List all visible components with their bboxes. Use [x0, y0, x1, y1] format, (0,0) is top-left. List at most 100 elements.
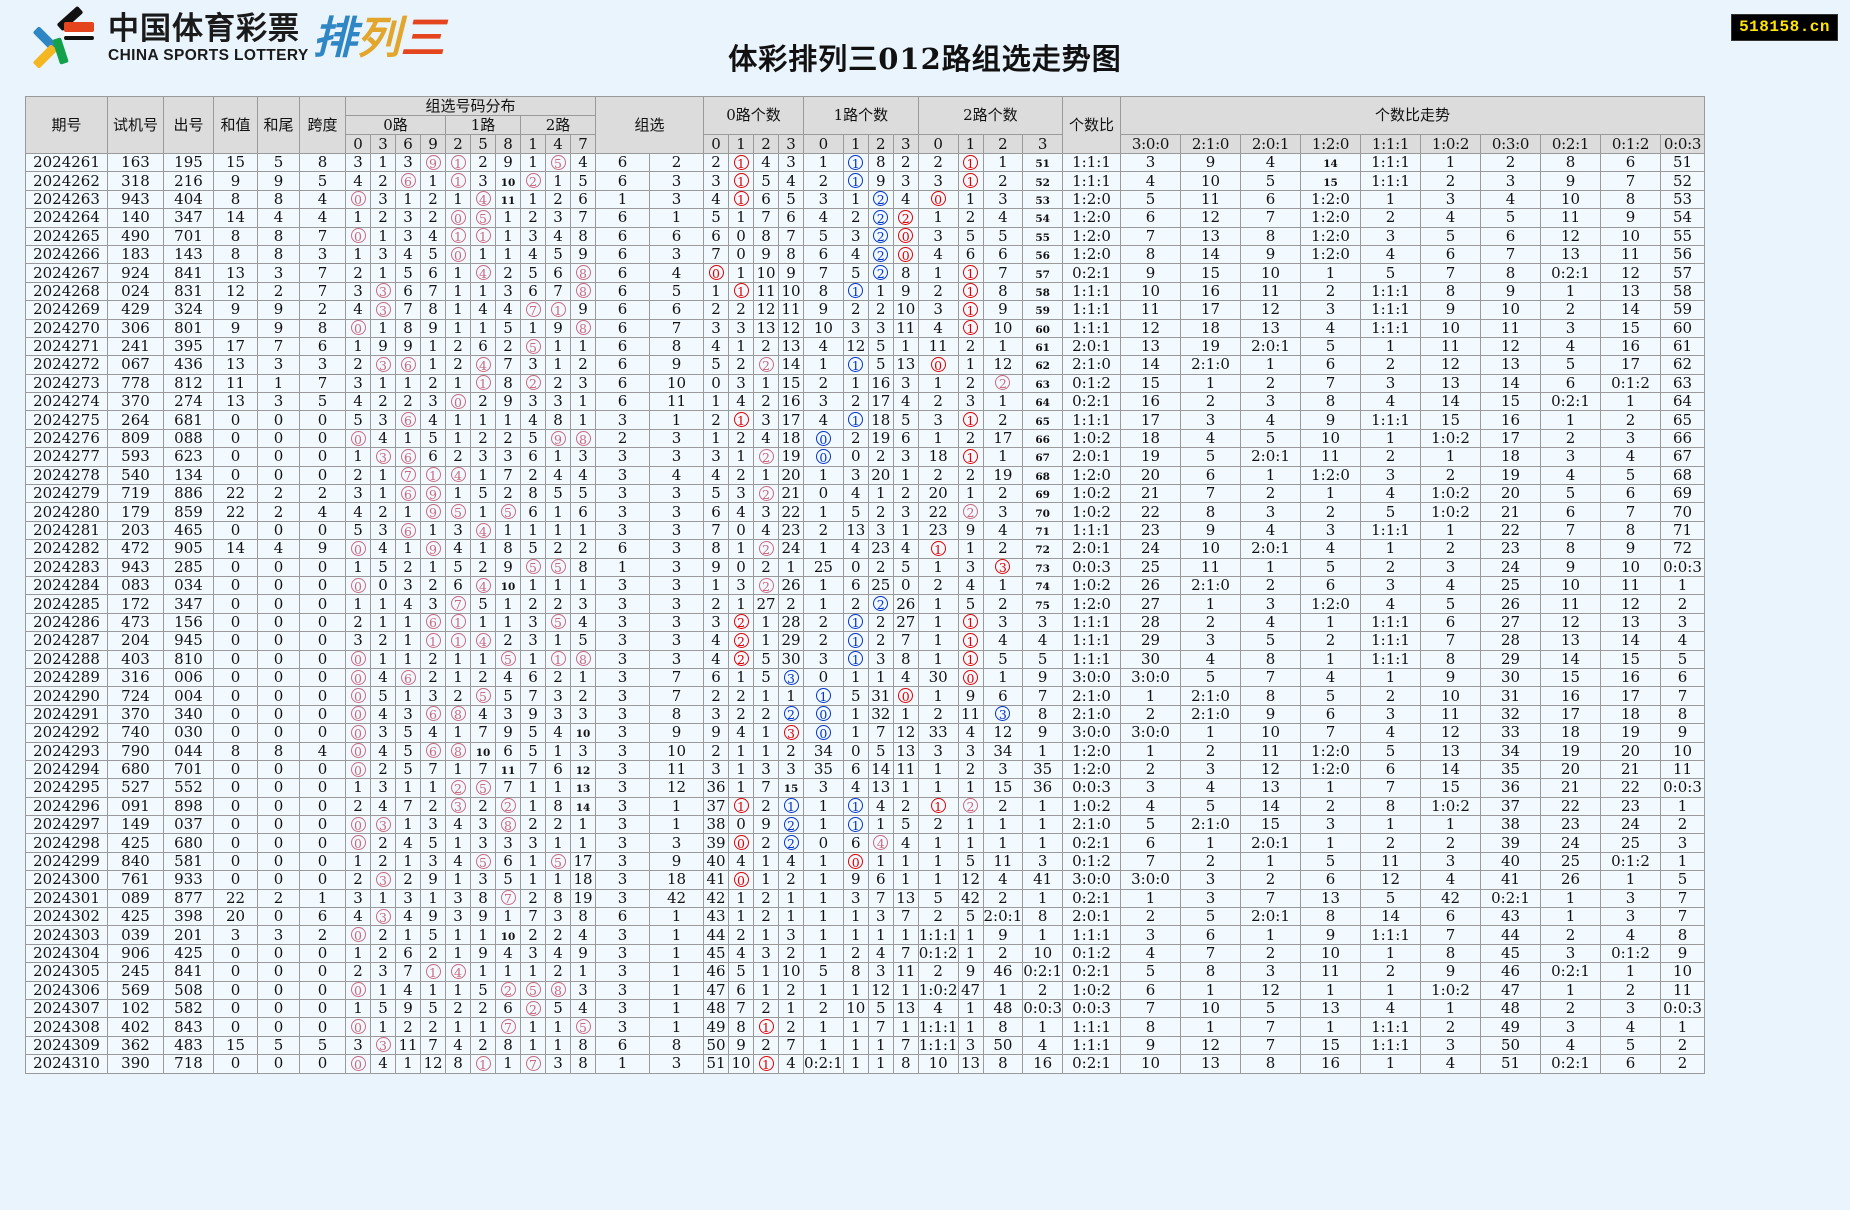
- cell-lu1-count-1: 4: [842, 484, 869, 504]
- table-row[interactable]: 2024281 203 465 0 0 0 5 3 6 1 3 4 1 1 1 1 3 3 7 0 4 23 2 13 3 1 23…: [25, 520, 1705, 541]
- table-row[interactable]: 2024284 083 034 0 0 0 0 0 3 2 6 4 10 1 1 1 3 3 1 3 2 26 1 6 25 0 2…: [25, 575, 1705, 596]
- cell-trend-2: 13: [1240, 778, 1301, 798]
- table-row[interactable]: 2024291 370 340 0 0 0 0 4 3 6 8 4 3 9 3 3 3 8 3 2 2 2 0 1 32 1 2 11…: [25, 704, 1705, 725]
- cell-trend-3: 4: [1300, 667, 1361, 688]
- cell-trend-4: 4: [1360, 392, 1421, 412]
- table-row[interactable]: 2024289 316 006 0 0 0 0 4 6 2 1 2 4 6 2 1 3 7 6 1 5 3 0 1 1 4 30 0 1…: [25, 667, 1705, 688]
- circled-digit: 3: [375, 816, 391, 833]
- table-row[interactable]: 2024283 943 285 0 0 0 1 5 2 1 5 2 9 5 5 8 1 3 9 0 2 1 25 0 2 5 1 3 3…: [25, 557, 1705, 577]
- cell-dist-1: 2: [370, 925, 396, 945]
- table-row[interactable]: 2024290 724 004 0 0 0 0 5 1 3 2 5 5 7 3 2 3 7 2 2 1 1 1 5 31 0 1 9 6…: [25, 686, 1705, 706]
- cell-dist-3: 8: [420, 300, 446, 320]
- table-row[interactable]: 2024295 527 552 0 0 0 1 3 1 1 2 5 7 1 1 13 3 12 36 1 7 15 3 4 13…: [25, 778, 1705, 798]
- table-row[interactable]: 2024296 091 898 0 0 0 2 4 7 2 3 2 2 1 8 14 3 1 37 1 2 1 1 1 4 2 1 2…: [25, 796, 1705, 817]
- cell-qihao: 2024303: [25, 925, 108, 945]
- cell-trend-8: 12: [1600, 594, 1661, 614]
- small-value: 14: [575, 801, 591, 814]
- circled-digit: 1: [733, 173, 749, 189]
- cell-lu0-count-3: 3: [778, 723, 804, 743]
- cell-trend-7: 14: [1540, 649, 1601, 669]
- table-row[interactable]: 2024270 306 801 9 9 8 0 1 8 9 1 1 5 1 9 8 6 7 3 3 13 12 10 3 3 11…: [25, 318, 1705, 338]
- table-row[interactable]: 2024306 569 508 0 0 0 0 1 4 1 1 5 2 5 8 3 3 1 47 6 1 2 1 1 12 1 1:…: [25, 980, 1705, 1000]
- cell-lu0-count-0: 38: [703, 815, 729, 835]
- cell-hewei: 8: [257, 741, 300, 761]
- table-row[interactable]: 2024276 809 088 0 0 0 0 4 1 5 1 2 2 5 9 8 2 3 1 2 4 18 0 2 19 6 1 2…: [25, 428, 1705, 449]
- cell-trend-5: 2: [1420, 1017, 1481, 1037]
- table-row[interactable]: 2024305 245 841 0 0 0 2 3 7 1 4 1 1 1 2 1 3 1 46 5 1 10 5 8 3 11 2…: [25, 962, 1705, 982]
- table-row[interactable]: 2024272 067 436 13 3 3 2 3 6 1 2 4 7 3 1 2 6 9 5 2 2 14 1 1 5 13 0…: [25, 355, 1705, 375]
- table-row[interactable]: 2024277 593 623 0 0 0 1 3 6 6 2 3 3 6 1 3 3 3 3 1 2 19 0 0 2 3 18 1…: [25, 447, 1705, 467]
- table-row[interactable]: 2024271 241 395 17 7 6 1 9 9 1 2 6 2 5 1 1 6 8 4 1 2 13 4 12 5 1 1…: [25, 336, 1705, 357]
- table-row[interactable]: 2024309 362 483 15 5 5 3 3 11 7 4 2 8 1 1 8 6 8 50 9 2 7 1 1 1 7 1…: [25, 1035, 1705, 1056]
- table-row[interactable]: 2024308 402 843 0 0 0 0 1 2 2 1 1 7 1 1 5 3 1 49 8 1 2 1 1 7 1 1:1…: [25, 1017, 1705, 1037]
- cell-hewei: 4: [257, 539, 300, 559]
- cell-hezhi: 0: [213, 851, 258, 872]
- cell-geshubi: 3:0:0: [1062, 870, 1121, 890]
- table-row[interactable]: 2024268 024 831 12 2 7 3 3 6 7 1 1 3 6 7 8 6 5 1 1 11 10 8 1 1 9 2…: [25, 281, 1705, 302]
- table-row[interactable]: 2024274 370 274 13 3 5 4 2 2 3 0 2 9 3 3 1 6 11 1 4 2 16 3 2 17 4…: [25, 392, 1705, 412]
- table-row[interactable]: 2024262 318 216 9 9 5 4 2 6 1 1 3 10 2 1 5 6 3 3 1 5 4 2 1 9 3 3 1 2…: [25, 171, 1705, 191]
- cell-shijihao: 473: [107, 612, 164, 633]
- circled-digit: 4: [475, 265, 491, 281]
- table-row[interactable]: 2024269 429 324 9 9 2 4 3 7 8 1 4 4 7 1 9 6 6 2 2 12 11 9 2 2 10 3…: [25, 300, 1705, 320]
- table-row[interactable]: 2024299 840 581 0 0 0 1 2 1 3 4 5 6 1 5 17 3 9 40 4 1 4 1 0 1 1 1 5…: [25, 851, 1705, 872]
- table-row[interactable]: 2024278 540 134 0 0 0 2 1 7 1 4 1 7 2 4 4 3 4 4 2 1 20 1 3 20 1 2 2…: [25, 465, 1705, 486]
- cell-lu0-count-3: 22: [778, 502, 804, 522]
- cell-lu0-count-0: 6: [703, 502, 729, 522]
- table-row[interactable]: 2024303 039 201 3 3 2 0 2 1 5 1 1 10 2 2 4 3 1 44 2 1 3 1 1 1 1 1:…: [25, 925, 1705, 945]
- table-row[interactable]: 2024263 943 404 8 8 4 0 3 1 2 1 4 11 1 2 6 1 3 4 1 6 5 3 1 2 4 0 1 3…: [25, 189, 1705, 210]
- table-row[interactable]: 2024267 924 841 13 3 7 2 1 5 6 1 4 2 5 6 8 6 4 0 1 10 9 7 5 2 8 1 1…: [25, 263, 1705, 283]
- table-row[interactable]: 2024294 680 701 0 0 0 0 2 5 7 1 7 11 7 6 12 3 11 3 1 3 3 35 6 14…: [25, 759, 1705, 780]
- cell-dist-6: 9: [495, 557, 521, 577]
- cell-trend-8: 2: [1600, 980, 1661, 1000]
- table-row[interactable]: 2024287 204 945 0 0 0 3 2 1 1 1 4 2 3 1 5 3 3 4 2 1 29 2 1 2 7 1 1 4…: [25, 631, 1705, 651]
- table-row[interactable]: 2024300 761 933 0 0 0 2 3 2 9 1 3 5 1 1 18 3 18 41 0 1 2 1 9 6 1 1…: [25, 870, 1705, 890]
- table-row[interactable]: 2024293 790 044 8 8 4 0 4 5 6 8 10 6 5 1 3 3 10 2 1 1 2 34 0 5 13…: [25, 741, 1705, 761]
- table-row[interactable]: 2024279 719 886 22 2 2 3 1 6 9 1 5 2 8 5 5 3 3 5 3 2 21 0 4 1 2 20…: [25, 484, 1705, 504]
- cell-hezhi: 0: [213, 1017, 258, 1037]
- cell-lu0-count-3: 4: [778, 171, 804, 191]
- table-row[interactable]: 2024288 403 810 0 0 0 0 1 1 2 1 1 5 1 1 8 3 3 4 2 5 30 3 1 3 8 1 1 5…: [25, 649, 1705, 669]
- table-row[interactable]: 2024273 778 812 11 1 7 3 1 1 2 1 1 8 2 2 3 6 10 0 3 1 15 2 1 16 3…: [25, 373, 1705, 394]
- cell-dist-9: 3: [570, 704, 596, 725]
- cell-lu1-count-3: 4: [892, 539, 919, 559]
- table-row[interactable]: 2024286 473 156 0 0 0 2 1 1 6 1 1 1 3 5 4 3 3 3 2 1 28 2 1 2 27 1 1…: [25, 612, 1705, 633]
- cell-hezhi: 0: [213, 759, 258, 780]
- table-row[interactable]: 2024261 163 195 15 5 8 3 1 3 9 1 2 9 1 5 4 6 2 2 1 4 3 1 1 8 2 2 1 1…: [25, 152, 1705, 173]
- table-row[interactable]: 2024266 183 143 8 8 3 1 3 4 5 0 1 1 4 5 9 6 3 7 0 9 8 6 4 2 0 4 6 6 5…: [25, 244, 1705, 265]
- cell-lu0-count-1: 5: [728, 962, 754, 982]
- cell-lu1-count-2: 2: [867, 189, 894, 210]
- table-row[interactable]: 2024275 264 681 0 0 0 5 3 6 4 1 1 1 4 8 1 3 1 2 1 3 17 4 1 18 5 3 1…: [25, 410, 1705, 430]
- table-row[interactable]: 2024282 472 905 14 4 9 0 4 1 9 4 1 8 5 2 2 6 3 8 1 2 24 1 4 23 4 1…: [25, 539, 1705, 559]
- table-row[interactable]: 2024310 390 718 0 0 0 0 4 1 12 8 1 1 7 3 8 1 3 51 10 1 4 0:2:1…: [25, 1054, 1705, 1074]
- cell-trend-8: 1: [1600, 962, 1661, 982]
- cell-trend-5: 1: [1420, 447, 1481, 467]
- table-row[interactable]: 2024292 740 030 0 0 0 0 3 5 4 1 7 9 5 4 10 3 9 9 4 1 3 0 1 7 12 33…: [25, 723, 1705, 743]
- cell-geshubi: 1:2:0: [1062, 244, 1121, 265]
- table-row[interactable]: 2024298 425 680 0 0 0 0 2 4 5 1 3 3 3 1 1 3 3 39 0 2 2 0 6 4 4 1 1 1…: [25, 833, 1705, 853]
- cell-lu0-count-2: 13: [753, 318, 779, 338]
- table-row[interactable]: 2024307 102 582 0 0 0 1 5 9 5 2 2 6 2 5 4 3 1 48 7 2 1 2 10 5 13 4…: [25, 998, 1705, 1019]
- table-row[interactable]: 2024304 906 425 0 0 0 1 2 6 2 1 9 4 3 4 9 3 1 45 4 3 2 1 2 4 7 0:1…: [25, 943, 1705, 964]
- table-row[interactable]: 2024285 172 347 0 0 0 1 1 4 3 7 5 1 2 2 3 3 3 2 1 27 2 1 2 2 26 1 5…: [25, 594, 1705, 614]
- small-value: 60: [1035, 323, 1050, 336]
- table-row[interactable]: 2024302 425 398 20 0 6 4 3 4 9 3 9 1 7 3 8 6 1 43 1 2 1 1 1 3 7 2 5…: [25, 907, 1705, 927]
- table-row[interactable]: 2024264 140 347 14 4 4 1 2 3 2 0 5 1 2 3 7 6 1 5 1 7 6 4 2 2 2 1 2 4…: [25, 208, 1705, 228]
- cell-lu2-count-3: 4: [1022, 631, 1063, 651]
- cell-lu0-count-0: 4: [703, 465, 729, 486]
- cell-chuhao: 030: [163, 723, 214, 743]
- table-row[interactable]: 2024301 089 877 22 2 1 3 1 3 1 3 8 7 2 8 19 3 42 42 1 2 1 1 3 7 1…: [25, 888, 1705, 909]
- cell-dist-5: 6: [470, 336, 496, 357]
- circled-digit: 1: [848, 614, 864, 630]
- table-row[interactable]: 2024280 179 859 22 2 4 4 2 1 9 5 1 5 6 1 6 3 3 6 4 3 22 1 5 2 3 22…: [25, 502, 1705, 522]
- table-row[interactable]: 2024265 490 701 8 8 7 0 1 3 4 1 1 1 3 4 8 6 6 6 0 8 7 5 3 2 0 3 5 5 5…: [25, 226, 1705, 246]
- circled-digit: 1: [450, 173, 466, 189]
- cell-trend-1: 2: [1180, 741, 1241, 761]
- cell-lu1-count-1: 2: [842, 594, 869, 614]
- circled-digit: 1: [848, 651, 864, 667]
- table-row[interactable]: 2024297 149 037 0 0 0 0 3 1 3 4 3 8 2 2 1 3 1 38 0 9 2 1 1 1 5 2 1 1…: [25, 815, 1705, 835]
- cell-lu2-count-3: 52: [1022, 171, 1063, 191]
- cell-dist-8: 4: [545, 723, 571, 743]
- cell-chuhao: 886: [163, 484, 214, 504]
- cell-hezhi: 13: [213, 392, 258, 412]
